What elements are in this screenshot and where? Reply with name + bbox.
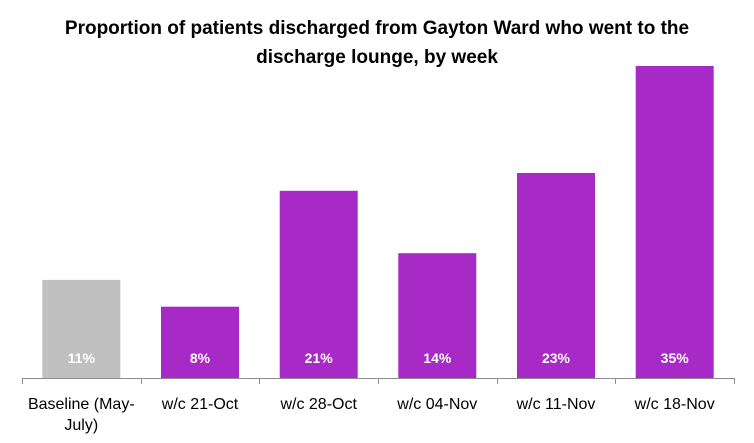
bar — [517, 173, 595, 378]
data-label: 21% — [305, 350, 334, 366]
x-tick-label: w/c 18-Nov — [634, 396, 715, 413]
x-tick-label: w/c 11-Nov — [516, 396, 596, 413]
x-tick-label: July) — [64, 417, 98, 434]
x-tick-label: Baseline (May- — [28, 396, 135, 413]
x-tick-label: w/c 21-Oct — [161, 396, 239, 413]
bar — [398, 253, 477, 378]
data-label: 35% — [661, 350, 690, 366]
data-label: 11% — [68, 350, 96, 366]
x-tick-label: w/c 28-Oct — [279, 396, 357, 413]
bar — [635, 66, 714, 378]
bar — [42, 279, 121, 378]
data-label: 8% — [190, 350, 211, 366]
bar — [161, 306, 239, 378]
chart-title: Proportion of patients discharged from G… — [64, 18, 690, 68]
data-label: 23% — [542, 350, 571, 366]
data-label: 14% — [423, 350, 452, 366]
x-tick-label: w/c 04-Nov — [396, 396, 477, 413]
bar — [279, 190, 358, 378]
